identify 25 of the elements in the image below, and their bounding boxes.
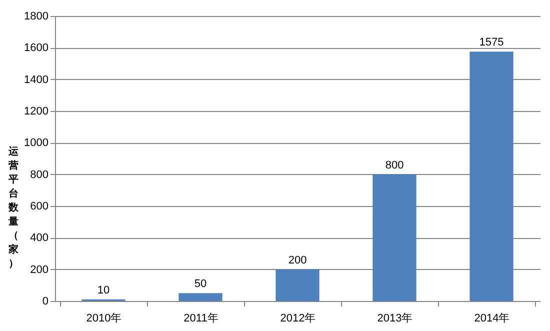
x-tick-label: 2010年 (86, 312, 122, 324)
bar (470, 52, 514, 301)
text: 运营平台数量（家） (8, 146, 18, 270)
data-label: 10 (97, 284, 110, 296)
bar (178, 293, 222, 301)
y-tick-label: 0 (42, 296, 48, 308)
y-tick-label: 1400 (24, 74, 48, 86)
y-tick-label: 200 (30, 264, 48, 276)
x-tick-label: 2014年 (474, 312, 510, 324)
data-label: 200 (288, 254, 307, 266)
data-label: 50 (194, 278, 207, 290)
x-tick-label: 2012年 (280, 312, 316, 324)
y-tick-label: 800 (30, 168, 48, 181)
y-tick-label: 1600 (24, 42, 48, 54)
x-tick-label: 2013年 (377, 312, 413, 324)
y-tick-label: 1800 (24, 10, 48, 22)
y-tick-label: 1000 (24, 137, 48, 150)
y-tick-label: 400 (30, 232, 48, 244)
bar (276, 269, 320, 301)
data-label: 800 (385, 159, 404, 172)
x-tick-label: 2011年 (184, 312, 218, 324)
bar (372, 174, 416, 301)
y-tick-label: 600 (30, 200, 48, 212)
data-label: 1575 (479, 36, 504, 49)
y-tick-label: 1200 (24, 106, 48, 118)
